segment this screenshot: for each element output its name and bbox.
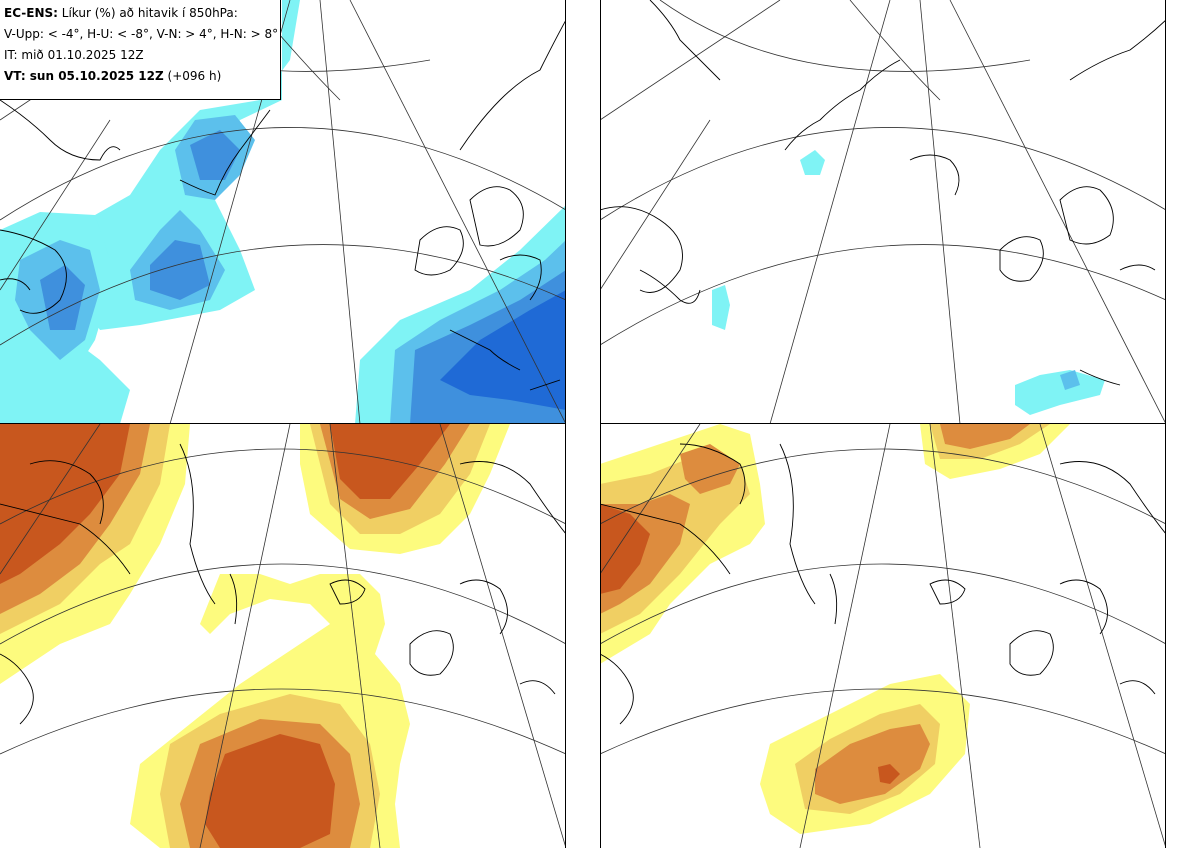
- map-cold-moderate: [0, 0, 566, 424]
- panel-warm-strong: 1009565355: [600, 424, 1166, 848]
- lead-time: (+096 h): [167, 69, 222, 83]
- chart-title: Líkur (%) að hitavik í 850hPa:: [61, 6, 238, 20]
- prob-shading: [0, 0, 566, 424]
- panel-warm-moderate: 1009565355: [0, 424, 566, 848]
- model-label: EC-ENS:: [4, 6, 58, 20]
- coastlines: [600, 0, 1166, 386]
- graticule: [600, 0, 1166, 424]
- panel-divider-h2: [600, 423, 1166, 424]
- graticule: [0, 424, 566, 848]
- map-warm-strong: [600, 424, 1166, 848]
- panel-divider-h: [0, 423, 566, 424]
- coastlines: [0, 19, 566, 391]
- thresholds-text: V-Upp: < -4°, H-U: < -8°, V-N: > 4°, H-N…: [4, 27, 279, 41]
- prob-shading: [712, 150, 1105, 415]
- panel-divider-v3: [1165, 0, 1166, 848]
- panel-divider-v1: [565, 0, 566, 848]
- header-box: EC-ENS: Líkur (%) að hitavik í 850hPa: V…: [0, 0, 281, 100]
- coastlines: [0, 443, 566, 725]
- init-time: IT: mið 01.10.2025 12Z: [4, 48, 144, 62]
- prob-shading: [600, 424, 1070, 834]
- coastlines: [600, 443, 1166, 725]
- prob-shading: [0, 424, 510, 848]
- map-warm-moderate: [0, 424, 566, 848]
- valid-time: VT: sun 05.10.2025 12Z: [4, 69, 164, 83]
- panel-cold-moderate: EC-ENS: Líkur (%) að hitavik í 850hPa: V…: [0, 0, 566, 424]
- map-cold-strong: [600, 0, 1166, 424]
- panel-divider-v2: [600, 0, 601, 848]
- panel-cold-strong: 1009565355: [600, 0, 1166, 424]
- graticule: [600, 424, 1166, 848]
